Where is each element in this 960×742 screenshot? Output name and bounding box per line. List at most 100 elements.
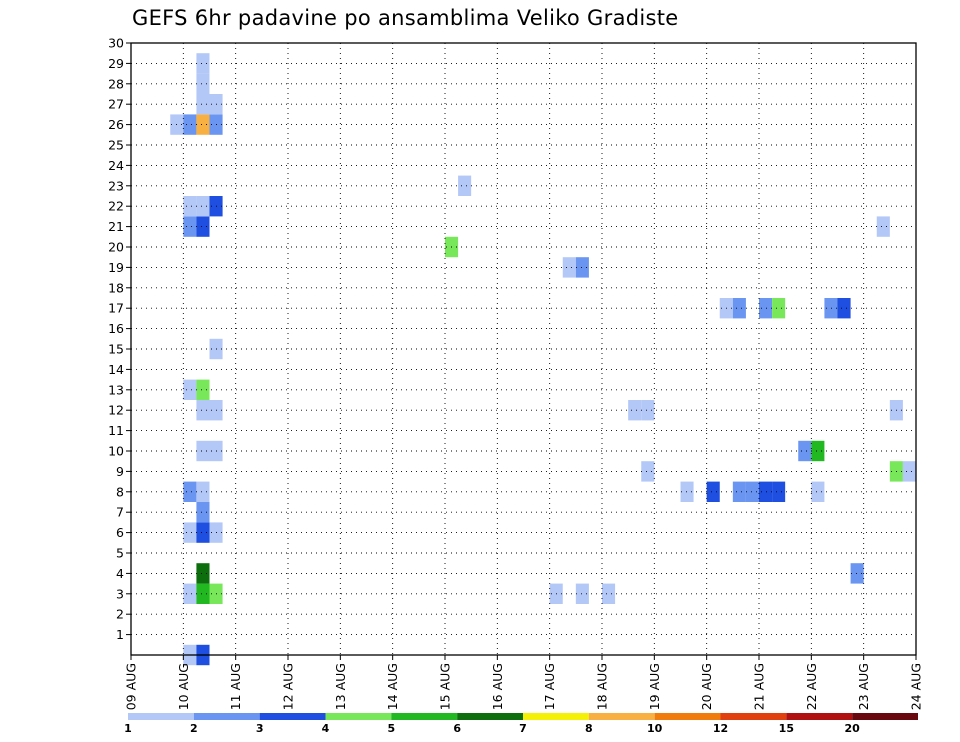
y-tick-label: 16 — [108, 321, 124, 336]
y-tick-label: 26 — [108, 117, 124, 132]
heatmap-cell — [641, 400, 655, 421]
x-tick-label: 16 AUG — [490, 663, 505, 710]
heatmap-cell — [759, 481, 773, 502]
heatmap-cell — [196, 440, 210, 462]
y-tick-label: 1 — [116, 627, 124, 642]
heatmap-cell — [602, 583, 616, 604]
legend-label: 5 — [388, 722, 396, 735]
x-tick-label: 13 AUG — [333, 663, 348, 710]
heatmap-cell — [196, 400, 210, 421]
y-tick-label: 25 — [108, 138, 124, 153]
legend-label: 8 — [585, 722, 593, 735]
legend-swatch — [391, 713, 458, 720]
heatmap-cell — [183, 522, 197, 543]
x-tick-label: 20 AUG — [699, 663, 714, 710]
heatmap-cell — [196, 114, 210, 135]
legend-swatch — [786, 713, 853, 720]
x-tick-label: 11 AUG — [228, 663, 243, 710]
y-tick-label: 14 — [108, 362, 124, 377]
y-tick-label: 12 — [108, 403, 124, 418]
legend-label: 1 — [124, 722, 132, 735]
axes-layer: 1234567891011121314151617181920212223242… — [108, 36, 923, 711]
heatmap-cell — [183, 114, 197, 135]
legend-swatch — [654, 713, 721, 720]
legend-swatch — [588, 713, 655, 720]
y-tick-label: 2 — [116, 607, 124, 622]
y-tick-label: 5 — [116, 546, 124, 561]
y-tick-label: 9 — [116, 464, 124, 479]
x-tick-label: 22 AUG — [804, 663, 819, 710]
y-tick-label: 21 — [108, 219, 124, 234]
y-tick-label: 6 — [116, 525, 124, 540]
legend-label: 10 — [647, 722, 663, 735]
heatmap-cell — [759, 298, 773, 319]
legend-label: 6 — [453, 722, 461, 735]
x-tick-label: 12 AUG — [281, 663, 296, 710]
legend-swatch — [193, 713, 260, 720]
x-tick-label: 23 AUG — [856, 663, 871, 710]
y-tick-label: 15 — [108, 342, 124, 357]
y-tick-label: 22 — [108, 199, 124, 214]
heatmap-cell — [628, 400, 642, 421]
heatmap-cell — [183, 196, 197, 217]
legend-swatch — [523, 713, 589, 720]
x-tick-label: 14 AUG — [385, 663, 400, 710]
heatmap-cell — [876, 216, 890, 237]
heatmap-cell — [196, 379, 210, 400]
heatmap-cell — [772, 481, 786, 502]
x-tick-label: 10 AUG — [176, 663, 191, 710]
y-tick-label: 3 — [116, 586, 124, 601]
legend-label: 12 — [713, 722, 728, 735]
y-tick-label: 18 — [108, 280, 124, 295]
heatmap-cell — [811, 440, 825, 462]
heatmap-cell — [575, 257, 589, 278]
heatmap-cell — [458, 175, 472, 196]
heatmap-cell — [798, 440, 812, 462]
x-tick-label: 17 AUG — [542, 663, 557, 710]
heatmap-cell — [196, 563, 210, 584]
heatmap-cell — [811, 481, 825, 502]
y-tick-label: 20 — [108, 240, 124, 255]
heatmap-cell — [732, 298, 746, 319]
y-tick-label: 30 — [108, 36, 124, 51]
y-tick-label: 28 — [108, 76, 124, 91]
heatmap-cell — [902, 461, 916, 482]
y-tick-label: 13 — [108, 382, 124, 397]
heatmap-cell — [196, 53, 210, 74]
legend-label: 15 — [779, 722, 794, 735]
heatmap-cell — [196, 502, 210, 523]
y-tick-label: 8 — [116, 484, 124, 499]
legend-layer: 1 2 3 4 5 6 7 8 10 12 15 20 — [124, 713, 918, 735]
legend-label: 3 — [256, 722, 264, 735]
legend-label: 2 — [190, 722, 198, 735]
y-tick-label: 17 — [108, 301, 124, 316]
grid-layer — [131, 43, 916, 655]
y-tick-label: 27 — [108, 97, 124, 112]
legend-swatch — [720, 713, 787, 720]
heatmap-cell — [183, 583, 197, 604]
heatmap-cell — [680, 481, 694, 502]
heatmap-cell — [183, 481, 197, 502]
x-tick-label: 24 AUG — [909, 663, 924, 710]
cells-layer — [170, 53, 916, 666]
heatmap-cell — [837, 298, 851, 319]
chart-title: GEFS 6hr padavine po ansamblima Veliko G… — [132, 6, 679, 30]
heatmap-cell — [183, 216, 197, 237]
x-tick-label: 19 AUG — [647, 663, 662, 710]
heatmap-cell — [196, 196, 210, 217]
heatmap-cell — [196, 94, 210, 115]
legend-swatch — [852, 713, 918, 720]
legend-swatch — [259, 713, 326, 720]
y-tick-label: 11 — [108, 423, 124, 438]
x-tick-label: 21 AUG — [752, 663, 767, 710]
heatmap-cell — [183, 379, 197, 400]
heatmap-cell — [196, 216, 210, 237]
heatmap-cell — [772, 298, 786, 319]
legend-swatch — [128, 713, 194, 720]
heatmap-cell — [706, 481, 720, 502]
heatmap-cell — [641, 461, 655, 482]
heatmap-cell — [562, 257, 576, 278]
x-tick-label: 15 AUG — [438, 663, 453, 710]
heatmap-cell — [196, 522, 210, 543]
legend-label: 4 — [322, 722, 330, 735]
